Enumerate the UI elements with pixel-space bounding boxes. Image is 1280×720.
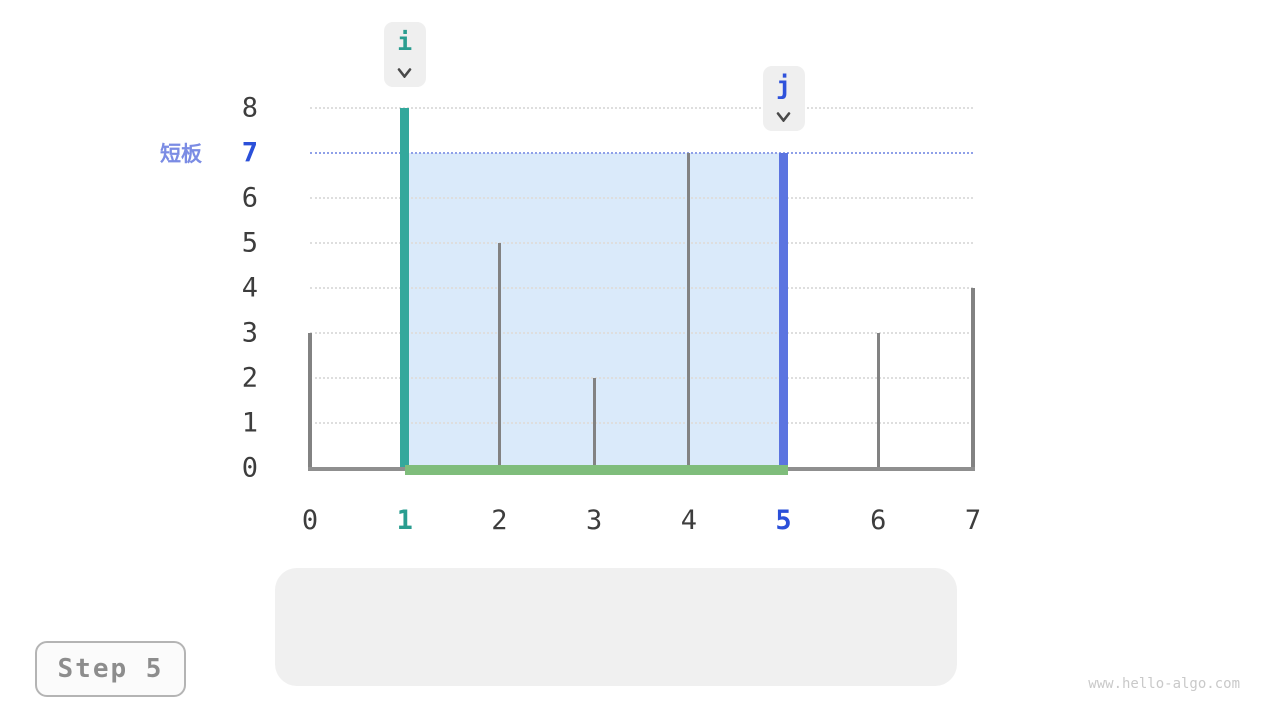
gridline: [310, 377, 973, 379]
x-tick-label: 6: [870, 505, 887, 536]
x-tick-label: 5: [775, 505, 792, 536]
x-tick-label: 1: [396, 505, 413, 536]
gridline: [310, 287, 973, 289]
bar-3: [592, 378, 596, 468]
bar-0: [308, 333, 312, 468]
watermark: www.hello-algo.com: [1088, 676, 1240, 692]
y-tick-label: 6: [241, 182, 258, 214]
formula-panel: 当前容量 cap = min(ht[i], ht[j]) × (j-i) = 2…: [275, 568, 957, 686]
width-bar: [404, 465, 788, 475]
down-arrow-icon: [397, 68, 412, 78]
y-tick-label: 5: [241, 227, 258, 259]
pointer-i-badge: i: [383, 22, 426, 87]
step-label: Step 5: [57, 654, 164, 684]
gridline: [310, 197, 973, 199]
y-tick-label: 7: [241, 137, 258, 169]
pointer-j-badge: j: [762, 66, 805, 131]
x-tick-label: 7: [964, 505, 982, 536]
bar-7: [971, 288, 975, 468]
bar-chart: 0 1 2 3 4 5 6 7 8 0 1 2 3 4 5 6 7 短板 i j: [160, 22, 982, 536]
gridline: [310, 107, 973, 109]
gridline: [310, 242, 973, 244]
y-tick-label: 4: [241, 272, 258, 304]
down-arrow-icon: [776, 112, 791, 122]
pointer-i-label: i: [397, 27, 413, 56]
gridline: [310, 332, 973, 334]
y-tick-label: 8: [241, 92, 258, 124]
step-badge: Step 5: [35, 641, 186, 697]
x-tick-label: 4: [680, 505, 697, 536]
x-tick-label: 3: [586, 505, 603, 536]
y-tick-label: 2: [241, 362, 258, 394]
short-board-label: 短板: [160, 142, 202, 166]
pointer-j-label: j: [776, 71, 792, 100]
y-tick-label: 1: [241, 407, 258, 439]
bar-4: [687, 153, 691, 468]
bar-i: [400, 108, 410, 468]
x-tick-label: 0: [301, 505, 319, 536]
bar-j: [779, 153, 789, 468]
short-board-line: [310, 152, 973, 154]
water-area: [404, 153, 788, 468]
y-tick-label: 0: [241, 452, 258, 484]
x-tick-label: 2: [491, 505, 508, 536]
bar-6: [876, 333, 880, 468]
gridline: [310, 422, 973, 424]
y-tick-label: 3: [241, 317, 258, 349]
bar-2: [497, 243, 501, 468]
